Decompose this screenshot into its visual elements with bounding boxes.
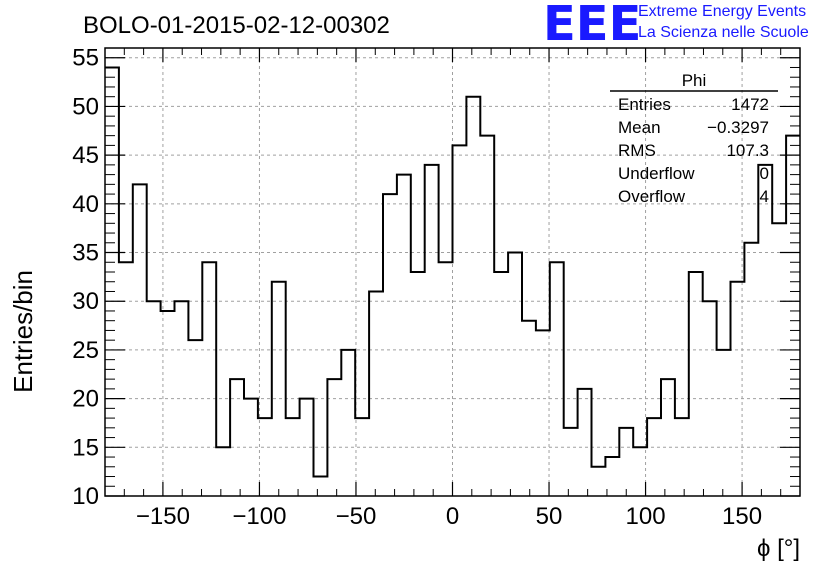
y-tick-label: 10 [72, 483, 99, 510]
y-axis-label: Entries/bin [8, 270, 38, 393]
stats-overflow-value: 4 [760, 187, 769, 206]
y-tick-label: 35 [72, 240, 99, 267]
y-tick-label: 20 [72, 386, 99, 413]
stats-rms-label: RMS [618, 141, 656, 160]
stats-box: Phi Entries 1472 Mean −0.3297 RMS 107.3 … [610, 71, 778, 206]
stats-underflow-label: Underflow [618, 164, 695, 183]
x-tick-label: 150 [722, 503, 762, 530]
y-tick-label: 50 [72, 93, 99, 120]
y-tick-label: 40 [72, 191, 99, 218]
stats-mean-value: −0.3297 [707, 118, 769, 137]
y-tick-label: 30 [72, 288, 99, 315]
x-axis-label: ϕ [°] [757, 535, 800, 562]
stats-entries-value: 1472 [731, 95, 769, 114]
eee-logo: EEE [543, 0, 642, 52]
y-tick-label: 25 [72, 337, 99, 364]
logo-line-1: Extreme Energy Events [638, 3, 807, 20]
stats-rms-value: 107.3 [726, 141, 769, 160]
stats-underflow-value: 0 [760, 164, 769, 183]
x-tick-label: 50 [536, 503, 563, 530]
logo-line-2: La Scienza nelle Scuole [638, 24, 809, 41]
y-tick-labels: 10 15 20 25 30 35 40 45 50 55 [72, 45, 99, 510]
x-tick-label: 100 [626, 503, 666, 530]
stats-title: Phi [682, 71, 707, 90]
y-tick-label: 45 [72, 142, 99, 169]
stats-mean-label: Mean [618, 118, 661, 137]
x-tick-label: −150 [136, 503, 190, 530]
x-tick-labels: −150 −100 −50 0 50 100 150 [136, 503, 762, 530]
x-tick-label: −50 [336, 503, 377, 530]
x-tick-label: −100 [232, 503, 286, 530]
axis-ticks [105, 47, 801, 497]
histogram-line [105, 66, 800, 478]
stats-overflow-label: Overflow [618, 187, 686, 206]
y-tick-label: 15 [72, 434, 99, 461]
stats-entries-label: Entries [618, 95, 671, 114]
chart-title: BOLO-01-2015-02-12-00302 [83, 12, 390, 39]
x-tick-label: 0 [446, 503, 459, 530]
y-tick-label: 55 [72, 45, 99, 72]
